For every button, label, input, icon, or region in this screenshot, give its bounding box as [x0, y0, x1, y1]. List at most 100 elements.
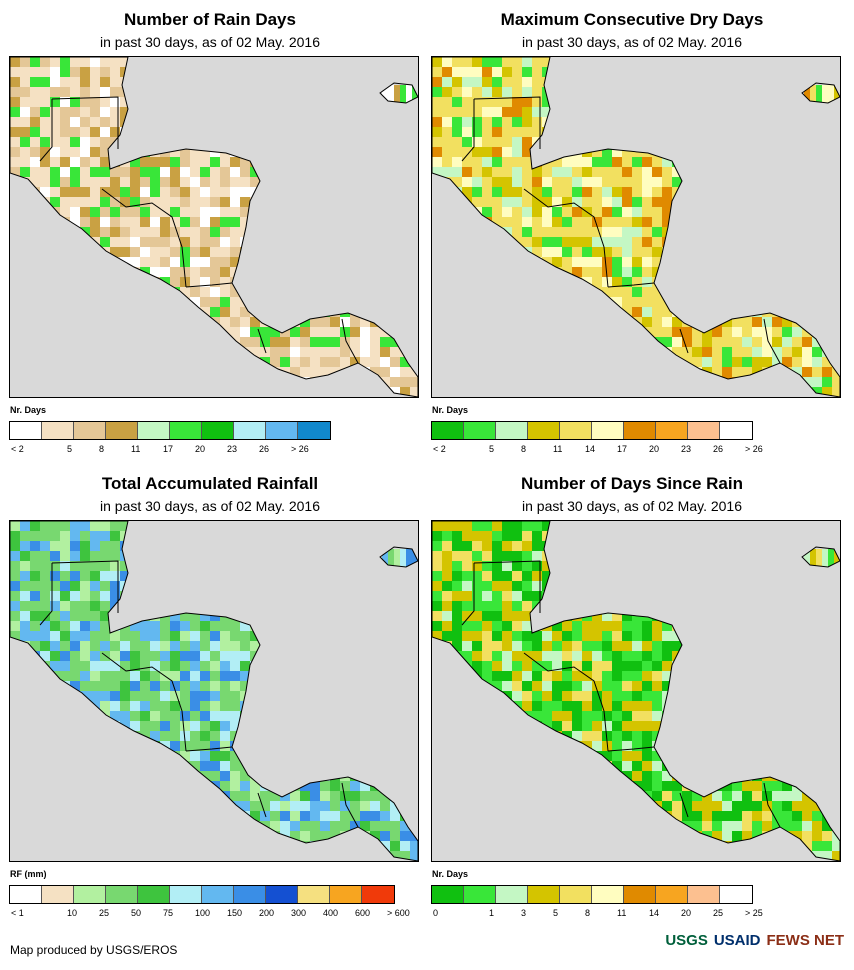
legend-swatch — [528, 422, 560, 439]
usgs-logo: USGS — [665, 932, 708, 949]
legend-swatch — [560, 422, 592, 439]
panel-subtitle: in past 30 days, as of 02 May. 2016 — [100, 498, 320, 514]
legend-label: 20 — [649, 444, 660, 454]
legend-swatch — [330, 886, 362, 903]
legend-label: 14 — [649, 908, 660, 918]
fews-net-logo: FEWS NET — [766, 932, 845, 949]
map-days-since-rain — [431, 520, 841, 862]
legend-label: 11 — [617, 908, 627, 918]
legend-label: 14 — [585, 444, 596, 454]
country-border — [39, 563, 53, 626]
legend-swatch — [560, 886, 592, 903]
legend-color-bar — [9, 421, 331, 440]
legend-label: 200 — [259, 908, 275, 918]
island-grid — [382, 85, 418, 103]
country-border — [523, 188, 609, 288]
island-coastline — [801, 546, 840, 568]
legend-label: 26 — [713, 444, 724, 454]
legend-swatch — [496, 886, 528, 903]
legend-swatch — [464, 886, 496, 903]
legend-swatch — [10, 422, 42, 439]
legend-swatch — [528, 886, 560, 903]
map-svg — [432, 57, 840, 397]
legend-swatch — [298, 422, 330, 439]
country-border — [257, 328, 267, 354]
legend-swatch — [592, 422, 624, 439]
legend-title: Nr. Days — [10, 405, 47, 415]
coastline — [432, 57, 840, 397]
usaid-logo: USAID — [713, 932, 761, 949]
legend-label: 8 — [521, 444, 527, 454]
legend-label: < 2 — [11, 444, 24, 454]
country-border — [51, 560, 119, 613]
legend-color-bar — [431, 885, 753, 904]
country-border — [101, 652, 187, 752]
legend-label: 8 — [99, 444, 105, 454]
legend-title: RF (mm) — [10, 869, 47, 879]
legend-label: 75 — [163, 908, 174, 918]
legend-label: > 25 — [745, 908, 763, 918]
panel-title: Maximum Consecutive Dry Days — [500, 10, 764, 29]
country-border — [607, 282, 655, 288]
legend-swatch — [720, 422, 752, 439]
map-svg — [10, 521, 418, 861]
legend-swatch — [74, 886, 106, 903]
legend-swatch — [362, 886, 394, 903]
legend-label: 300 — [291, 908, 307, 918]
coastline — [432, 521, 840, 861]
legend-swatch — [138, 886, 170, 903]
legend-swatch — [202, 886, 234, 903]
legend-label: 400 — [323, 908, 339, 918]
legend-label: 10 — [67, 908, 78, 918]
legend-label: < 2 — [433, 444, 446, 454]
legend-label: 20 — [681, 908, 692, 918]
legend-swatch — [298, 886, 330, 903]
legend-label: 150 — [227, 908, 243, 918]
legend-swatch — [10, 886, 42, 903]
legend-swatch — [170, 886, 202, 903]
island-grid — [804, 549, 840, 567]
legend-label: 25 — [99, 908, 110, 918]
legend-title: Nr. Days — [432, 405, 469, 415]
country-border — [461, 99, 475, 162]
country-border — [101, 188, 187, 288]
coastline — [10, 57, 418, 397]
legend-label: 23 — [227, 444, 238, 454]
map-dry-days — [431, 56, 841, 398]
legend-label: 5 — [489, 444, 495, 454]
map-rain-days — [9, 56, 419, 398]
country-border — [257, 792, 267, 818]
legend-swatch — [42, 886, 74, 903]
legend-label: > 26 — [745, 444, 763, 454]
legend-label: 25 — [713, 908, 724, 918]
panel-total-accumulated-rainfall: Total Accumulated Rainfall in past 30 da… — [0, 464, 420, 919]
legend-label: > 600 — [387, 908, 410, 918]
country-border — [341, 782, 359, 828]
legend-swatch — [138, 422, 170, 439]
country-border — [51, 96, 119, 149]
country-border — [461, 563, 475, 626]
panel-number-of-rain-days: Number of Rain Days in past 30 days, as … — [0, 0, 420, 455]
legend-swatch — [464, 422, 496, 439]
legend-swatch — [656, 422, 688, 439]
map-credit: Map produced by USGS/EROS — [10, 943, 178, 957]
island-coastline — [379, 82, 418, 104]
legend-swatch — [592, 886, 624, 903]
country-border — [679, 328, 689, 354]
island-coastline — [379, 546, 418, 568]
legend-swatch — [202, 422, 234, 439]
legend-label: > 26 — [291, 444, 309, 454]
legend-swatch — [720, 886, 752, 903]
legend-color-bar — [9, 885, 395, 904]
map-svg — [10, 57, 418, 397]
island-coastline — [801, 82, 840, 104]
country-border — [679, 792, 689, 818]
legend-label: 23 — [681, 444, 692, 454]
legend-swatch — [624, 422, 656, 439]
legend-label: 8 — [585, 908, 591, 918]
legend-swatch — [170, 422, 202, 439]
island-grid — [382, 549, 418, 567]
legend-swatch — [688, 422, 720, 439]
panel-max-consecutive-dry-days: Maximum Consecutive Dry Days in past 30 … — [422, 0, 842, 455]
legend-label: 20 — [195, 444, 206, 454]
